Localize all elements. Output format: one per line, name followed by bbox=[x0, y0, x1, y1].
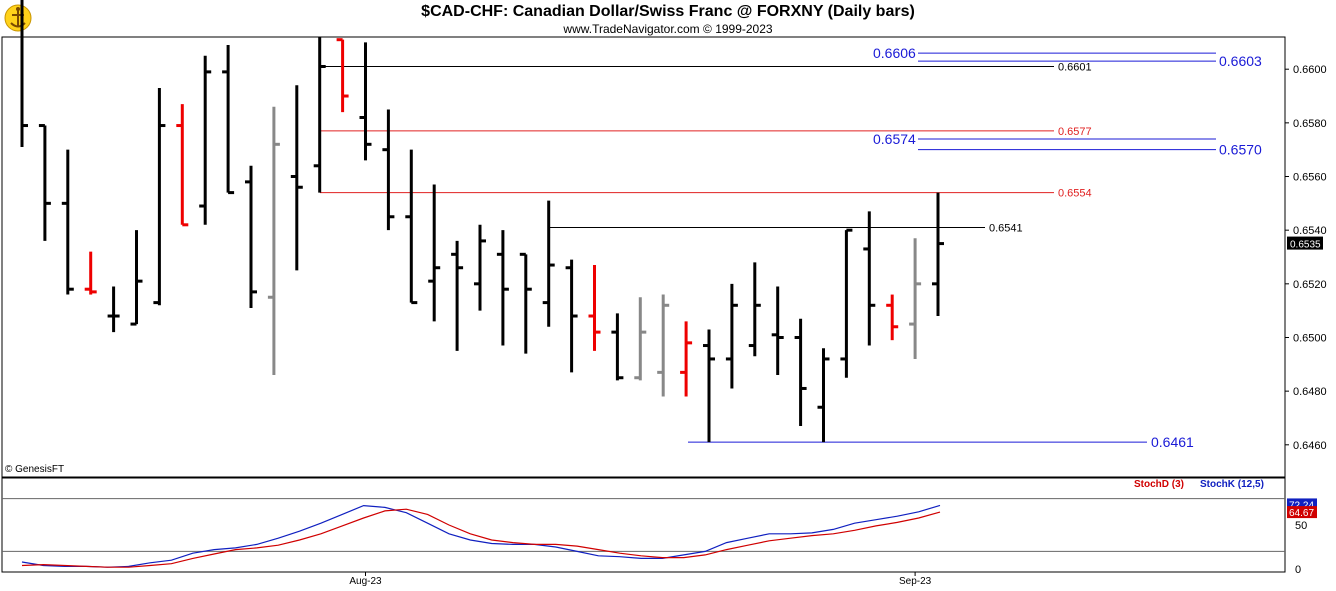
ohlc-bar bbox=[290, 85, 303, 271]
ohlc-bar bbox=[38, 124, 51, 241]
price-tick-label: 0.6600 bbox=[1293, 64, 1327, 76]
ohlc-bar bbox=[840, 228, 853, 378]
price-levels: 0.6606 0.6603 0.6601 0.6577 0.6574 0.6570 0.65… bbox=[320, 45, 1262, 450]
ohlc-bar bbox=[451, 240, 464, 351]
ohlc-bar bbox=[84, 251, 97, 295]
price-tick-label: 0.6480 bbox=[1293, 386, 1327, 398]
ohlc-bar bbox=[222, 45, 235, 195]
ohlc-bar bbox=[703, 329, 715, 443]
ohlc-bar bbox=[313, 37, 326, 193]
ohlc-bar bbox=[382, 109, 395, 231]
ohlc-bar bbox=[725, 283, 738, 389]
ohlc-bar bbox=[359, 42, 372, 161]
stoch-d-line bbox=[21, 508, 941, 568]
level-label: 0.6601 bbox=[1058, 62, 1092, 74]
ohlc-bar bbox=[199, 55, 212, 225]
stoch-d-legend: StochD (3) bbox=[1134, 479, 1184, 490]
ohlc-bar bbox=[542, 200, 555, 327]
price-panel-frame bbox=[1, 36, 1286, 478]
ohlc-bar bbox=[153, 87, 166, 306]
stoch-tick-label: 0 bbox=[1295, 564, 1301, 576]
ohlc-bar bbox=[176, 104, 189, 227]
ohlc-bar bbox=[130, 230, 143, 326]
stoch-tick-label: 50 bbox=[1295, 520, 1307, 532]
ohlc-bar bbox=[932, 192, 944, 317]
level-label: 0.6574 bbox=[873, 131, 916, 147]
stoch-k-line bbox=[21, 504, 941, 568]
chart-subtitle: www.TradeNavigator.com © 1999-2023 bbox=[563, 22, 773, 36]
ohlc-bar bbox=[519, 252, 532, 354]
last-price-tag: 0.6535 bbox=[1287, 236, 1323, 251]
ohlc-bar bbox=[863, 211, 876, 346]
ohlc-bar bbox=[267, 106, 280, 376]
ohlc-bar bbox=[794, 318, 807, 427]
ohlc-bar bbox=[20, 0, 28, 147]
last-price-label: 0.6535 bbox=[1290, 240, 1321, 251]
ohlc-bar bbox=[336, 38, 349, 113]
ohlc-bar bbox=[107, 286, 120, 333]
chart-title: $CAD-CHF: Canadian Dollar/Swiss Franc @ … bbox=[421, 3, 915, 20]
ohlc-bar bbox=[657, 294, 670, 397]
ohlc-bar bbox=[565, 259, 578, 373]
stoch-d-value: 64.67 bbox=[1289, 508, 1314, 519]
watermark-text: © GenesisFT bbox=[5, 464, 64, 475]
price-tick-label: 0.6580 bbox=[1293, 118, 1327, 130]
price-tick-label: 0.6500 bbox=[1293, 332, 1327, 344]
price-tick-label: 0.6460 bbox=[1293, 440, 1327, 452]
price-tick-label: 0.6540 bbox=[1293, 225, 1327, 237]
ohlc-bar bbox=[634, 297, 647, 381]
price-y-axis: 0.6600 0.6580 0.6560 0.6540 0.6520 0.6500 0.64… bbox=[1285, 64, 1327, 452]
ohlc-bars bbox=[20, 0, 944, 443]
ohlc-bar bbox=[680, 321, 693, 397]
price-tick-label: 0.6520 bbox=[1293, 279, 1327, 291]
ohlc-bar bbox=[886, 294, 899, 341]
level-label: 0.6461 bbox=[1151, 434, 1194, 450]
level-label: 0.6570 bbox=[1219, 142, 1262, 158]
ohlc-bar bbox=[428, 184, 441, 322]
ohlc-bar bbox=[771, 286, 784, 376]
level-label: 0.6603 bbox=[1219, 53, 1262, 69]
date-label: Sep-23 bbox=[899, 576, 932, 587]
date-label: Aug-23 bbox=[349, 576, 382, 587]
ohlc-bar bbox=[245, 165, 257, 308]
ohlc-bar bbox=[61, 149, 74, 295]
price-tick-label: 0.6560 bbox=[1293, 172, 1327, 184]
stoch-k-legend: StochK (12,5) bbox=[1200, 479, 1264, 490]
ohlc-bar bbox=[909, 238, 922, 359]
stoch-k-value: 72.24 bbox=[1289, 500, 1314, 511]
stoch-d-tag bbox=[1287, 506, 1317, 519]
ohlc-bar bbox=[474, 224, 486, 311]
ohlc-bar bbox=[817, 348, 830, 443]
ohlc-bar bbox=[405, 149, 418, 305]
level-label: 0.6577 bbox=[1058, 126, 1092, 138]
level-label: 0.6541 bbox=[989, 222, 1023, 234]
ohlc-bar bbox=[748, 262, 761, 357]
level-label: 0.6606 bbox=[873, 45, 916, 61]
trade-navigator-logo-icon bbox=[3, 3, 33, 33]
date-axis: Aug-23 Sep-23 bbox=[349, 572, 932, 587]
ohlc-bar bbox=[496, 230, 509, 346]
ohlc-bar bbox=[588, 265, 601, 351]
ohlc-bar bbox=[611, 313, 624, 381]
level-label: 0.6554 bbox=[1058, 188, 1092, 200]
